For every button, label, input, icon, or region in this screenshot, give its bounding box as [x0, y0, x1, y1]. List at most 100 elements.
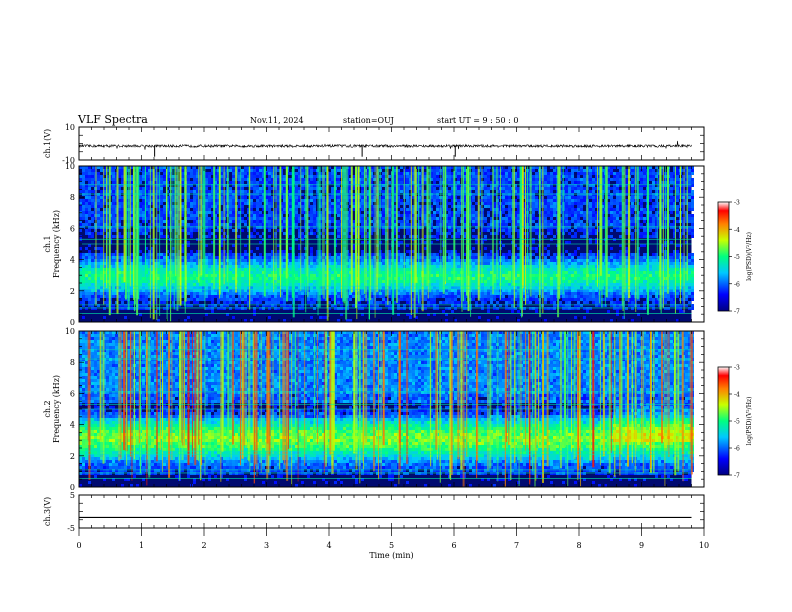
ch1-spectrogram-cell [121, 184, 124, 187]
ch1-spectrogram-cell [193, 169, 196, 172]
ch1-spectrogram-cell [211, 172, 214, 175]
ch1-spectrogram-cell [454, 271, 457, 274]
ch1-spectrogram-cell [367, 259, 370, 262]
ch1-spectrogram-cell [88, 304, 91, 307]
ch1-spectrogram-cell [349, 190, 352, 193]
ch1-spectrogram-cell [400, 307, 403, 310]
ch1-spectrogram-cell [415, 295, 418, 298]
ch1-spectrogram-cell [196, 292, 199, 295]
ch1-spectrogram-cell [295, 172, 298, 175]
ch1-spectrogram-cell [130, 295, 133, 298]
ch1-spectrogram-cell [418, 280, 421, 283]
ch1-spectrogram-cell [139, 292, 142, 295]
ch1-spectrogram-cell [187, 286, 190, 289]
ch1-spectrogram-cell [163, 262, 166, 265]
ch1-spectrogram-cell [277, 166, 280, 169]
ch1-spectrogram-cell [382, 178, 385, 181]
ch1-spectrogram-cell [145, 169, 148, 172]
ch1-spectrogram-cell [265, 274, 268, 277]
ch1-spectrogram-cell [82, 301, 85, 304]
ch1-spectrogram-cell [310, 268, 313, 271]
ch1-spectrogram-cell [226, 283, 229, 286]
ch1-spectrogram-cell [220, 307, 223, 310]
ch1-spectrogram-cell [112, 283, 115, 286]
ch1-spectrogram-cell [370, 289, 373, 292]
ch1-spectrogram-cell [208, 307, 211, 310]
ch1-spectrogram-cell [367, 262, 370, 265]
ch1-spectrogram-cell [82, 253, 85, 256]
ch1-spectrogram-cell [262, 268, 265, 271]
ch1-spectrogram-cell [205, 259, 208, 262]
ch1-spectrogram-cell [331, 277, 334, 280]
ch1-spectrogram-cell [337, 289, 340, 292]
ch1-spectrogram-cell [448, 214, 451, 217]
ch1-spectrogram-cell [313, 298, 316, 301]
ch1-spectrogram-cell [190, 292, 193, 295]
ch1-spectrogram-cell [250, 202, 253, 205]
ch1-spectrogram-cell [118, 211, 121, 214]
ch1-spectrogram-cell [214, 289, 217, 292]
ch1-spectrogram-cell [367, 271, 370, 274]
ch1-spectrogram-cell [418, 208, 421, 211]
ch1-spectrogram-cell [397, 301, 400, 304]
ch1-spectrogram-cell [79, 256, 82, 259]
ch1-spectrogram-cell [121, 280, 124, 283]
ch1-spectrogram-cell [370, 199, 373, 202]
ch1-spectrogram-cell [361, 223, 364, 226]
ch1-spectrogram-cell [91, 295, 94, 298]
ch1-spectrogram-cell [151, 265, 154, 268]
ch1-spectrogram-cell [289, 289, 292, 292]
ch1-spectrogram-cell [259, 205, 262, 208]
ch1-spectrogram-cell [373, 175, 376, 178]
ch1-spectrogram-cell [208, 181, 211, 184]
ch1-spectrogram-cell [400, 208, 403, 211]
ch1-spectrogram-cell [268, 166, 271, 169]
ch1-spectrogram-cell [82, 256, 85, 259]
ch1-spectrogram-cell [409, 214, 412, 217]
ch1-spectrogram-cell [316, 274, 319, 277]
ch1-spectrogram-cell [322, 316, 325, 319]
ch1-spectrogram-cell [406, 298, 409, 301]
ch1-spectrogram-cell [193, 205, 196, 208]
ch1-spectrogram-cell [409, 304, 412, 307]
ch1-spectrogram-cell [322, 223, 325, 226]
ch1-spectrogram-cell [232, 274, 235, 277]
ch1-spectrogram-cell [187, 244, 190, 247]
ch1-spectrogram-cell [439, 280, 442, 283]
ch1-spectrogram-cell [397, 211, 400, 214]
ch1-spectrogram-cell [433, 253, 436, 256]
ch1-spectrogram-cell [157, 271, 160, 274]
ch1-spectrogram-cell [142, 283, 145, 286]
ch1-spectrogram-cell [217, 199, 220, 202]
ch1-spectrogram-cell [118, 295, 121, 298]
ch1-spectrogram-cell [373, 292, 376, 295]
ch1-spectrogram-cell [121, 178, 124, 181]
ch1-spectrogram-cell [118, 205, 121, 208]
ch1-spectrogram-cell [208, 175, 211, 178]
ch1-spectrogram-cell [139, 259, 142, 262]
ch1-spectrogram-cell [322, 187, 325, 190]
ch1-spectrogram-cell [232, 229, 235, 232]
ch1-spectrogram-cell [451, 205, 454, 208]
ch1-spectrogram-cell [373, 199, 376, 202]
ch1-spectrogram-cell [121, 274, 124, 277]
ch1-spectrogram-cell [307, 220, 310, 223]
ch1-spectrogram-cell [298, 178, 301, 181]
station-label: station=OUJ [343, 116, 394, 125]
ch1-spectrogram-cell [211, 169, 214, 172]
ch1-spectrogram-cell [394, 205, 397, 208]
ch1-spectrogram-cell [238, 286, 241, 289]
ch1-spectrogram-cell [280, 226, 283, 229]
ch1-spectrogram-cell [370, 214, 373, 217]
ch1-spectrogram-cell [370, 229, 373, 232]
ch1-spectrogram-cell [298, 307, 301, 310]
ch1-spectrogram-cell [313, 295, 316, 298]
ch1-spectrogram-cell [331, 178, 334, 181]
ch1-spectrogram-cell [436, 286, 439, 289]
ch1-spectrogram-cell [88, 175, 91, 178]
ch1-spectrogram-cell [82, 295, 85, 298]
ch1-spectrogram-cell [367, 253, 370, 256]
ch1-spectrogram-cell [253, 169, 256, 172]
ch1-spectrogram-cell [160, 211, 163, 214]
ch1-spectrogram-cell [241, 304, 244, 307]
